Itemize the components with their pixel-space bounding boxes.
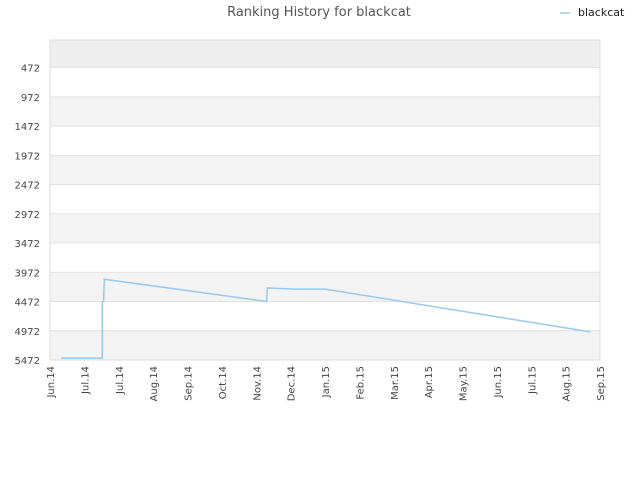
x-tick-label: Apr.15 bbox=[424, 366, 435, 398]
chart-title: Ranking History for blackcat bbox=[227, 5, 411, 20]
data-point bbox=[61, 357, 63, 359]
x-tick-label: Jul.15 bbox=[527, 366, 538, 395]
plot-band bbox=[50, 301, 600, 331]
plot-area-frame bbox=[49, 39, 601, 361]
x-tick-label: Jul.14 bbox=[80, 366, 91, 395]
legend[interactable]: blackcat bbox=[560, 6, 625, 19]
plot-band bbox=[50, 184, 600, 214]
plot-band bbox=[50, 272, 600, 302]
data-point bbox=[103, 278, 106, 280]
x-tick-label: May.15 bbox=[459, 366, 470, 401]
data-point bbox=[588, 331, 591, 333]
plot-band bbox=[50, 96, 600, 127]
x-tick-label: Oct.14 bbox=[218, 366, 229, 399]
y-tick-label: 2472 bbox=[15, 181, 40, 192]
y-tick-label: 2972 bbox=[15, 210, 40, 221]
plot-background-bands bbox=[50, 40, 600, 360]
plot-band bbox=[50, 67, 600, 97]
legend-label-blackcat[interactable]: blackcat bbox=[578, 6, 625, 19]
plot-band bbox=[50, 126, 600, 156]
plot-band bbox=[50, 155, 600, 185]
x-tick-label: Sep.14 bbox=[184, 366, 195, 401]
x-tick-label: Jan.15 bbox=[321, 366, 332, 398]
y-tick-label: 3472 bbox=[15, 239, 40, 250]
x-tick-label: Jun.14 bbox=[46, 366, 57, 399]
x-tick-label: Feb.15 bbox=[355, 366, 366, 400]
y-tick-label: 4472 bbox=[15, 298, 40, 309]
y-tick-label: 5472 bbox=[15, 356, 40, 367]
y-tick-label: 472 bbox=[21, 64, 40, 75]
data-point bbox=[266, 287, 269, 289]
x-tick-label: Mar.15 bbox=[390, 366, 401, 400]
data-point bbox=[102, 300, 105, 303]
data-point bbox=[265, 300, 268, 303]
x-tick-label: Aug.15 bbox=[562, 366, 573, 401]
y-tick-label: 4972 bbox=[15, 327, 40, 338]
y-tick-label: 972 bbox=[21, 93, 40, 104]
y-axis-tick-labels: 472 972 1472 1972 2472 2972 3472 3972 4472 4972 54… bbox=[15, 64, 40, 367]
x-tick-label: Jun.15 bbox=[493, 366, 504, 399]
data-point bbox=[101, 301, 104, 303]
data-point bbox=[101, 357, 104, 359]
x-tick-label: Aug.14 bbox=[149, 366, 160, 401]
series-layer bbox=[61, 278, 591, 359]
plot-band bbox=[50, 213, 600, 244]
plot-band bbox=[50, 243, 600, 273]
plot-band bbox=[50, 330, 600, 360]
series-line-blackcat bbox=[62, 278, 590, 359]
data-point bbox=[293, 288, 295, 290]
x-tick-label: Nov.14 bbox=[252, 366, 263, 401]
x-tick-label: Sep.15 bbox=[596, 366, 607, 401]
y-tick-label: 3972 bbox=[15, 268, 40, 279]
x-tick-label: Dec.14 bbox=[287, 366, 298, 401]
plot-band bbox=[50, 40, 600, 68]
data-point bbox=[324, 288, 326, 290]
y-tick-label: 1972 bbox=[15, 151, 40, 162]
x-tick-label: Jul.14 bbox=[115, 366, 126, 395]
x-axis-tick-labels: Jun.14 Jul.14 Jul.14 Aug.14 Sep.14 Oct.14 Nov.… bbox=[46, 366, 607, 401]
y-tick-label: 1472 bbox=[15, 122, 40, 133]
